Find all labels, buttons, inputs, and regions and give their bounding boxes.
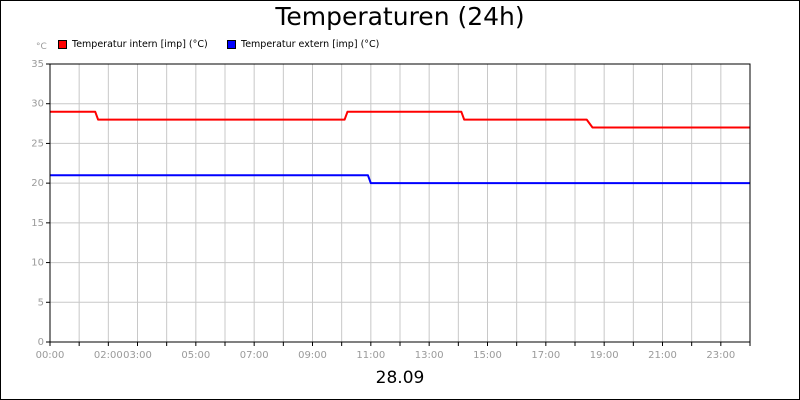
x-tick-label: 17:00: [531, 350, 560, 361]
y-tick-label: 20: [31, 178, 44, 189]
chart-title: Temperaturen (24h): [275, 2, 525, 31]
series-line-1: [50, 174, 750, 185]
y-tick-label: 0: [38, 337, 44, 348]
legend-label-extern: Temperatur extern [imp] (°C): [241, 39, 380, 50]
y-axis-unit: °C: [36, 42, 47, 52]
x-tick-label: 15:00: [473, 350, 502, 361]
legend-swatch-intern: [58, 40, 67, 49]
y-tick-label: 5: [38, 297, 44, 308]
y-tick-label: 15: [31, 218, 44, 229]
x-tick-label: 13:00: [415, 350, 444, 361]
legend-label-intern: Temperatur intern [imp] (°C): [72, 39, 208, 50]
y-tick-label: 25: [31, 138, 44, 149]
legend-swatch-extern: [227, 40, 236, 49]
legend-entry-extern: Temperatur extern [imp] (°C): [227, 39, 379, 50]
y-tick-label: 30: [31, 99, 44, 110]
x-axis-date-label: 28.09: [375, 368, 425, 388]
y-tick-label: 35: [31, 59, 44, 70]
x-tick-label: 11:00: [356, 350, 385, 361]
x-tick-label: 23:00: [706, 350, 735, 361]
y-tick-label: 10: [31, 258, 44, 269]
x-tick-label: 05:00: [181, 350, 210, 361]
x-tick-label: 00:00: [36, 350, 65, 361]
x-tick-label: 03:00: [123, 350, 152, 361]
x-tick-label: 21:00: [648, 350, 677, 361]
series-line-0: [50, 110, 750, 129]
x-tick-label: 02:00: [94, 350, 123, 361]
x-tick-label: 09:00: [298, 350, 327, 361]
x-tick-label: 19:00: [590, 350, 619, 361]
legend-entry-intern: Temperatur intern [imp] (°C): [58, 39, 208, 50]
plot-area-border: [49, 63, 751, 343]
x-tick-label: 07:00: [240, 350, 269, 361]
